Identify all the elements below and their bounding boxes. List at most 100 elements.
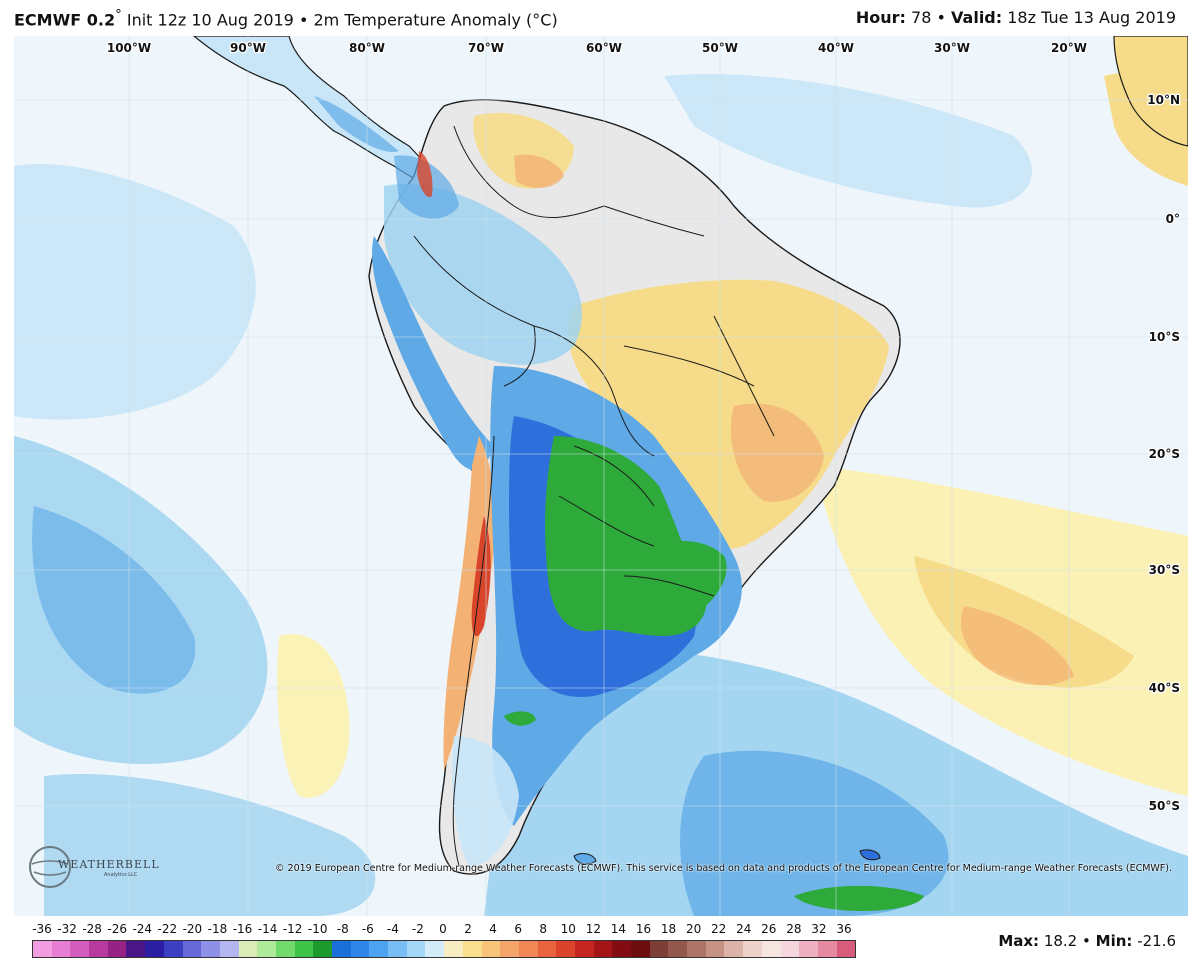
border-colombia-venezuela — [453, 125, 605, 219]
ocean-anomaly-pale-blue-north-atlantic — [664, 74, 1032, 208]
legend-tick-label: 8 — [539, 922, 548, 936]
legend-swatch — [33, 941, 52, 957]
legend-tick-label: 14 — [610, 922, 627, 936]
border-argentina-chile — [452, 435, 495, 867]
legend-swatch — [145, 941, 164, 957]
ocean-anomaly-orange-atlantic — [914, 556, 1134, 688]
land-anomaly-orange-brazil — [730, 403, 824, 502]
legend-tick-label: 12 — [585, 922, 602, 936]
legend-swatch — [182, 941, 202, 957]
legend-swatch — [761, 941, 781, 957]
copyright-notice: © 2019 European Centre for Medium-range … — [275, 863, 1172, 874]
legend-swatch — [612, 941, 631, 957]
legend-swatch — [537, 941, 557, 957]
legend-swatch — [687, 941, 706, 957]
legend-tick-label: -20 — [182, 922, 203, 936]
country-borders — [413, 125, 775, 867]
ocean-anomaly-warm-core — [961, 606, 1074, 686]
lon-label-40w: 40°W — [818, 41, 854, 55]
lon-label-90w: 90°W — [230, 41, 266, 55]
legend-tick-label: 28 — [786, 922, 802, 936]
land-anomaly-blue-andes — [372, 236, 494, 470]
ocean-anomaly-pale-blue-south — [44, 774, 376, 916]
legend-swatch — [668, 941, 688, 957]
legend-swatch — [70, 941, 90, 957]
logo-globe-icon — [29, 846, 71, 888]
lat-label-0: 0° — [1166, 212, 1180, 226]
lon-label-70w: 70°W — [468, 41, 504, 55]
temperature-anomaly-map: 100°W 90°W 80°W 70°W 60°W 50°W 40°W 30°W… — [14, 36, 1188, 916]
legend-tick-label: -18 — [207, 922, 228, 936]
product-name: 2m Temperature Anomaly (°C) — [313, 10, 558, 30]
legend-tick-label: 6 — [514, 922, 523, 936]
legend-swatch — [574, 941, 594, 957]
max-min-readout: Max: 18.2 • Min: -21.6 — [998, 932, 1176, 950]
lat-label-10n: 10°N — [1147, 93, 1180, 107]
africa-landmass — [1113, 36, 1188, 147]
legend-swatch — [294, 941, 314, 957]
legend-swatch — [444, 941, 463, 957]
border-argentina-paraguay — [558, 495, 655, 547]
legend-swatch — [799, 941, 818, 957]
land-anomaly-green-uruguay — [632, 541, 727, 625]
lat-label-50s: 50°S — [1149, 799, 1180, 813]
legend-tick-label: -2 — [411, 922, 424, 936]
legend-tick-label: -14 — [257, 922, 278, 936]
valid-value: 18z Tue 13 Aug 2019 — [1007, 8, 1176, 27]
legend-swatch — [836, 941, 856, 957]
legend-tick-label: 26 — [761, 922, 777, 936]
weatherbell-logo: WEATHERBELL Analytics LLC — [22, 842, 159, 892]
ocean-anomaly-mid-blue-south-atlantic — [680, 750, 949, 916]
central-america-blue-core — [314, 96, 399, 152]
legend-tick-label: -28 — [82, 922, 102, 936]
legend-swatch — [649, 941, 669, 957]
min-label: Min: — [1095, 932, 1133, 950]
legend-swatch — [51, 941, 71, 957]
legend-tick-label: -36 — [32, 922, 52, 936]
land-anomaly-red-colombia-andes — [417, 151, 433, 197]
legend-tick-label: -8 — [336, 922, 349, 936]
legend-swatch — [257, 941, 276, 957]
legend-tick-label: 20 — [685, 922, 702, 936]
legend-swatch — [163, 941, 183, 957]
legend-swatch — [388, 941, 407, 957]
legend-swatch — [313, 941, 332, 957]
ocean-anomaly-yellow-pacific — [277, 634, 350, 798]
legend-swatch — [406, 941, 426, 957]
legend-tick-label: 24 — [736, 922, 752, 936]
map-canvas: 100°W 90°W 80°W 70°W 60°W 50°W 40°W 30°W… — [14, 36, 1188, 916]
land-anomaly-blue-amazon — [384, 184, 582, 365]
legend-swatch — [593, 941, 613, 957]
logo-subtitle: Analytics LLC — [104, 872, 138, 878]
color-scale-legend — [32, 940, 856, 958]
legend-tick-label: 10 — [560, 922, 576, 936]
legend-swatch — [425, 941, 445, 957]
lon-label-30w: 30°W — [934, 41, 970, 55]
legend-tick-label: -10 — [307, 922, 328, 936]
lat-label-30s: 30°S — [1149, 563, 1180, 577]
legend-swatch — [201, 941, 220, 957]
model-name: ECMWF 0.2 — [14, 10, 116, 30]
header-left: ECMWF 0.2° Init 12z 10 Aug 2019 • 2m Tem… — [14, 8, 558, 29]
lon-label-50w: 50°W — [702, 41, 738, 55]
legend-swatch — [743, 941, 762, 957]
border-bolivia-brazil — [533, 325, 655, 457]
legend-tick-label: -4 — [386, 922, 399, 936]
legend-swatch — [556, 941, 575, 957]
legend-swatch — [780, 941, 800, 957]
logo-wordmark: WEATHERBELL — [58, 858, 160, 871]
separator-bullet-2: • — [936, 8, 946, 27]
header-right: Hour: 78 • Valid: 18z Tue 13 Aug 2019 — [856, 8, 1176, 27]
legend-tick-label: -26 — [107, 922, 127, 936]
legend-swatch — [631, 941, 650, 957]
legend-swatch — [350, 941, 370, 957]
legend-tick-labels: -36 -32 -28 -26 -24 -22 -20 -18 -16 -14 -12 -10 -8 -6… — [32, 922, 854, 938]
border-brazil-states — [623, 315, 775, 437]
lat-label-20s: 20°S — [1149, 447, 1180, 461]
max-label: Max: — [998, 932, 1040, 950]
border-brazil-guianas — [603, 205, 705, 237]
falkland-islands — [573, 853, 597, 865]
legend-tick-label: -16 — [232, 922, 253, 936]
lon-label-60w: 60°W — [586, 41, 622, 55]
hour-value: 78 — [911, 8, 932, 27]
